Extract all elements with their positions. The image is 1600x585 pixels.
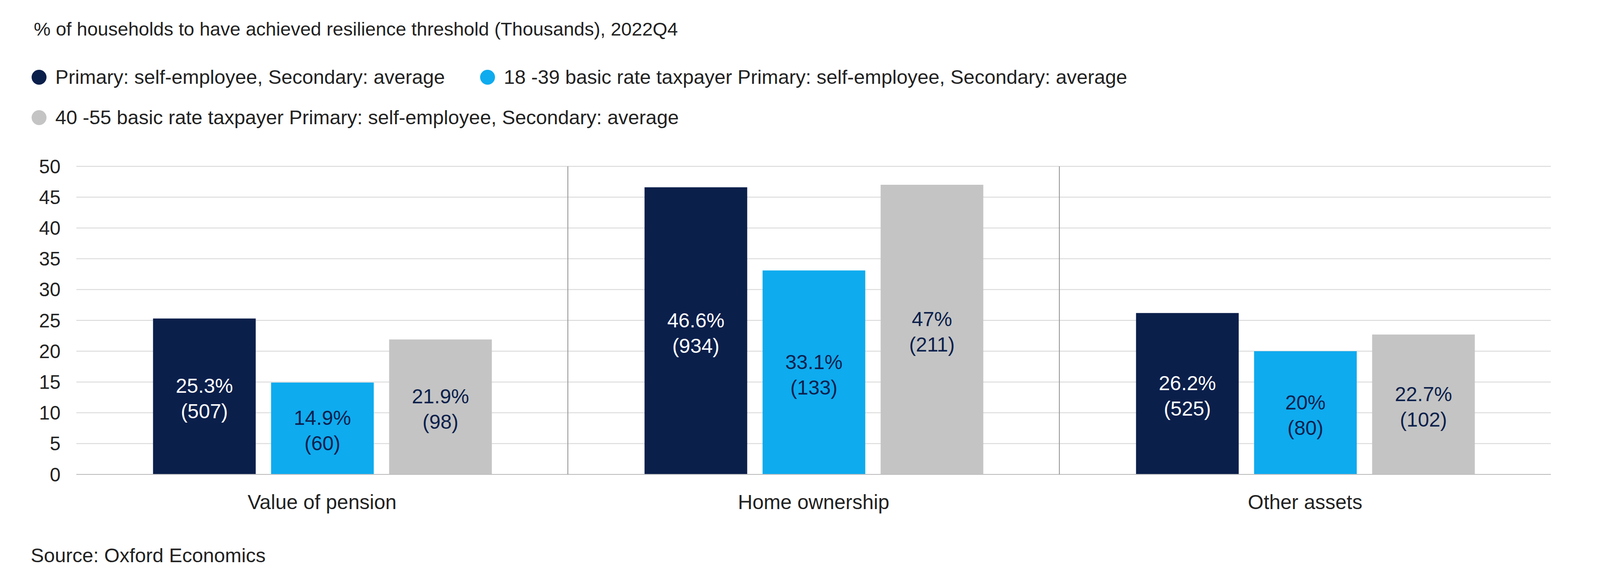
svg-text:Home ownership: Home ownership — [737, 490, 890, 514]
svg-text:25: 25 — [39, 309, 61, 332]
html-text:40 -55 basic rate taxpayer Pri: 40 -55 basic rate taxpayer Primary: self… — [55, 106, 679, 129]
svg-text:45: 45 — [39, 186, 61, 209]
svg-text:20: 20 — [39, 340, 61, 363]
html-text:% of households to have achiev: % of households to have achieved resilie… — [33, 18, 678, 40]
svg-text:30: 30 — [39, 278, 61, 301]
svg-text:14.9%(60): 14.9%(60) — [294, 406, 352, 455]
html-text:18 -39 basic rate taxpayer Pri: 18 -39 basic rate taxpayer Primary: self… — [503, 65, 1128, 89]
svg-text:Other assets: Other assets — [1248, 490, 1363, 514]
svg-text:Value of pension: Value of pension — [247, 490, 397, 514]
svg-text:0: 0 — [50, 463, 61, 486]
svg-text:21.9%(98): 21.9%(98) — [412, 384, 470, 434]
svg-text:47%(211): 47%(211) — [909, 307, 955, 356]
html-text:Source: Oxford Economics: Source: Oxford Economics — [30, 544, 266, 567]
svg-text:50: 50 — [39, 155, 61, 178]
svg-text:25.3%(507): 25.3%(507) — [175, 374, 234, 423]
svg-text:22.7%(102): 22.7%(102) — [1395, 382, 1453, 431]
svg-text:46.6%(934): 46.6%(934) — [667, 308, 725, 358]
svg-text:40: 40 — [39, 217, 61, 239]
svg-text:10: 10 — [39, 401, 61, 424]
svg-text:26.2%(525): 26.2%(525) — [1158, 371, 1217, 420]
svg-text:20%(80): 20%(80) — [1285, 391, 1326, 440]
svg-text:5: 5 — [50, 432, 61, 455]
html-text:Primary: self-employee, Second: Primary: self-employee, Secondary: avera… — [55, 65, 445, 89]
svg-text:15: 15 — [39, 371, 61, 393]
svg-text:35: 35 — [39, 247, 61, 270]
svg-text:33.1%(133): 33.1%(133) — [785, 350, 843, 399]
